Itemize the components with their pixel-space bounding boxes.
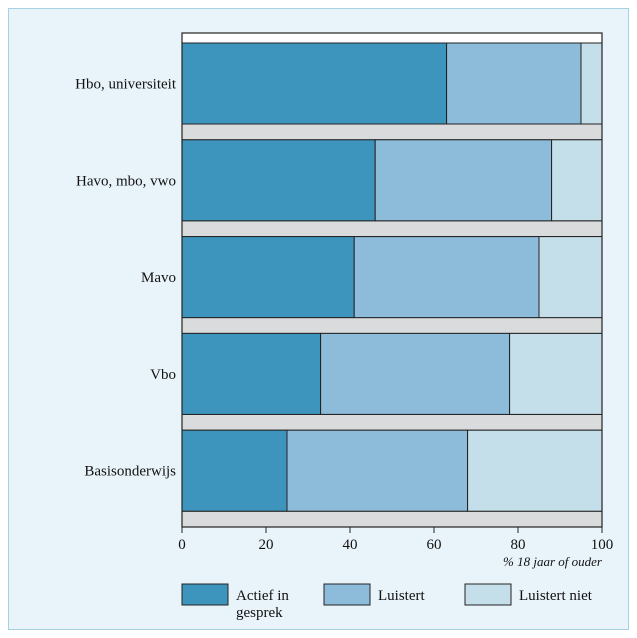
legend-label: Luistert niet [519,588,593,604]
x-tick-label: 60 [427,537,442,553]
plot-border [181,32,603,528]
x-tick-label: 40 [343,537,358,553]
category-label: Vbo [150,367,176,383]
bar-luistert [320,332,511,415]
gap-band [181,123,603,141]
bar-actief [181,236,355,319]
bar-actief [181,429,288,512]
legend-swatch [181,583,229,606]
bar-luistert [286,429,469,512]
category-label: Basisonderwijs [84,464,176,480]
category-label: Havo, mbo, vwo [76,173,176,189]
bar-luistert-niet [509,332,603,415]
x-tick-label: 0 [178,537,186,553]
bar-actief [181,139,376,222]
legend-label: gesprek [236,605,283,621]
bar-actief [181,42,448,125]
bar-luistert [446,42,582,125]
x-tick-label: 80 [511,537,526,553]
x-tick-label: 20 [259,537,274,553]
x-tick-label: 100 [591,537,614,553]
bar-luistert [353,236,540,319]
bar-luistert [374,139,553,222]
chart-frame: Hbo, universiteit Havo, mbo, vwo Mavo Vbo Ba… [8,8,629,630]
bar-luistert-niet [580,42,603,125]
bar-luistert-niet [538,236,603,319]
bar-luistert-niet [551,139,603,222]
gap-band [181,317,603,334]
x-axis-label: % 18 jaar of ouder [503,554,603,569]
legend-swatch [323,583,371,606]
category-label: Hbo, universiteit [75,77,177,93]
gap-band [181,413,603,431]
bar-actief [181,332,322,415]
legend-label: Actief in [236,588,289,604]
gap-band [181,220,603,238]
gap-band [181,510,603,528]
bar-luistert-niet [467,429,603,512]
category-label: Mavo [141,270,176,286]
legend-swatch [464,583,512,606]
chart: Hbo, universiteit Havo, mbo, vwo Mavo Vbo Ba… [75,32,614,621]
legend-label: Luistert [378,588,425,604]
